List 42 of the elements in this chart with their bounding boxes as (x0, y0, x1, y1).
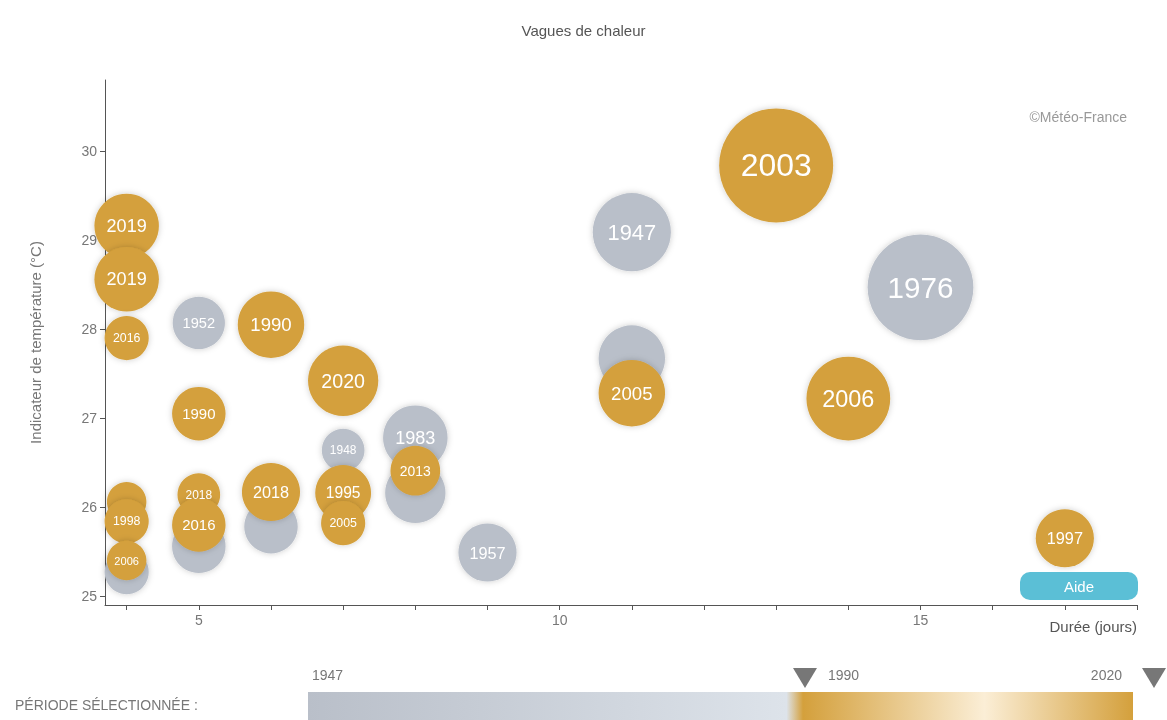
annotation: 2013 (399, 462, 432, 479)
annotation: 1957 (469, 543, 506, 562)
y-tick-label: 28 (81, 321, 98, 338)
annotation: 1997 (1046, 529, 1083, 548)
annotation: 1952 (182, 314, 216, 331)
chart-title: Vagues de chaleur (521, 22, 646, 39)
annotation: 1998 (112, 514, 141, 529)
y-tick-label: 30 (81, 143, 98, 160)
annotation: 1948 (329, 443, 357, 458)
annotation: 2005 (329, 516, 358, 531)
annotation: 1983 (395, 427, 436, 448)
x-axis-title: Durée (jours) (1049, 618, 1137, 635)
annotation: 2005 (611, 382, 653, 404)
x-tick-label: 10 (551, 612, 568, 628)
text: PÉRIODE SÉLECTIONNÉE : (15, 697, 198, 713)
y-axis-title: Indicateur de température (°C) (27, 241, 44, 444)
text: 1947 (312, 667, 344, 683)
annotation: 2006 (822, 385, 875, 412)
text: 1990 (828, 667, 860, 683)
annotation: 2020 (321, 369, 366, 392)
x-tick-label: 15 (912, 612, 929, 628)
annotation: 2019 (106, 269, 147, 290)
annotation: 2016 (182, 516, 216, 534)
text: 2020 (1090, 667, 1122, 683)
y-tick-label: 29 (81, 232, 98, 249)
annotation: 1990 (182, 405, 216, 423)
y-tick-label: 25 (81, 588, 98, 605)
annotation: 2018 (252, 482, 290, 501)
y-tick-label: 26 (81, 499, 98, 516)
annotation: 2016 (112, 331, 141, 346)
annotation: 1947 (607, 219, 657, 245)
annotation: 1990 (250, 314, 292, 336)
annotation: 1976 (887, 270, 954, 304)
annotation: 2019 (106, 215, 147, 236)
annotation: 2018 (185, 487, 213, 502)
help-button: Aide (1020, 572, 1138, 600)
annotation: 2003 (740, 147, 812, 184)
annotation: ©Météo-France (1029, 109, 1128, 125)
annotation: 1995 (325, 484, 361, 502)
y-tick-label: 27 (81, 410, 98, 427)
x-tick-label: 5 (194, 612, 203, 628)
annotation: 2006 (114, 554, 139, 567)
